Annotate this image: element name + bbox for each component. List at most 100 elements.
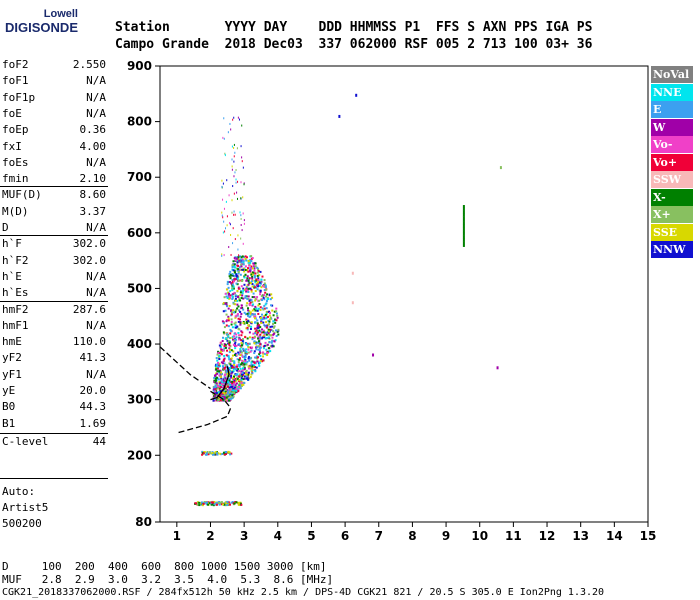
data-point bbox=[217, 384, 220, 387]
data-point bbox=[272, 345, 275, 348]
data-point bbox=[215, 382, 218, 385]
data-point bbox=[202, 502, 205, 505]
data-point bbox=[231, 283, 234, 286]
data-point bbox=[228, 297, 231, 300]
data-point bbox=[234, 259, 237, 262]
param-value: N/A bbox=[86, 286, 106, 300]
data-point bbox=[265, 333, 268, 336]
data-point bbox=[218, 362, 221, 365]
data-point bbox=[253, 317, 256, 320]
data-point bbox=[239, 315, 242, 318]
data-point bbox=[246, 377, 249, 380]
data-point bbox=[230, 349, 233, 352]
param-row-yf1: yF1 N/A bbox=[2, 368, 106, 384]
data-point bbox=[240, 353, 243, 356]
data-point bbox=[233, 379, 236, 382]
data-point bbox=[266, 351, 269, 354]
y-tick-label: 200 bbox=[127, 448, 152, 462]
data-point bbox=[222, 391, 225, 394]
data-point bbox=[258, 361, 261, 364]
data-point bbox=[238, 266, 241, 269]
data-point bbox=[220, 361, 223, 364]
data-point bbox=[239, 290, 242, 293]
data-point bbox=[239, 211, 241, 214]
data-point bbox=[263, 282, 266, 285]
legend-item-nne: NNE bbox=[651, 83, 693, 101]
data-point bbox=[215, 383, 218, 386]
data-point bbox=[242, 348, 245, 351]
data-point bbox=[228, 383, 231, 386]
data-point bbox=[256, 284, 259, 287]
data-point bbox=[240, 259, 243, 262]
data-point bbox=[222, 349, 225, 352]
data-point bbox=[231, 364, 234, 367]
data-point bbox=[254, 297, 257, 300]
data-point bbox=[233, 192, 235, 195]
data-point bbox=[247, 309, 250, 312]
data-point bbox=[254, 370, 257, 373]
data-point bbox=[230, 386, 233, 389]
data-point bbox=[247, 307, 250, 310]
data-point bbox=[259, 333, 262, 336]
data-point bbox=[225, 502, 228, 505]
data-point bbox=[240, 362, 243, 365]
data-point bbox=[232, 338, 235, 341]
data-point bbox=[233, 311, 236, 314]
data-point bbox=[249, 357, 252, 360]
data-point bbox=[267, 323, 270, 326]
data-point bbox=[277, 328, 280, 331]
param-row-mufd: MUF(D) 8.60 bbox=[2, 188, 106, 204]
data-point bbox=[275, 310, 278, 313]
data-point bbox=[254, 332, 257, 335]
param-name: foF1p bbox=[2, 90, 36, 104]
data-point bbox=[244, 257, 247, 260]
data-point bbox=[249, 301, 252, 304]
data-point bbox=[230, 372, 233, 375]
data-point bbox=[245, 279, 248, 282]
data-point bbox=[267, 332, 270, 335]
data-point bbox=[271, 344, 274, 347]
data-point bbox=[259, 306, 262, 309]
data-point bbox=[230, 309, 233, 312]
data-point bbox=[231, 385, 234, 388]
data-point bbox=[222, 384, 225, 387]
data-point bbox=[226, 372, 229, 375]
data-point bbox=[245, 259, 248, 262]
data-point bbox=[221, 254, 223, 257]
data-point bbox=[219, 394, 222, 397]
data-point bbox=[212, 501, 215, 504]
param-name: h`F bbox=[2, 237, 22, 251]
data-point bbox=[265, 288, 268, 291]
data-point bbox=[256, 271, 259, 274]
data-point bbox=[214, 390, 217, 393]
data-point bbox=[243, 322, 246, 325]
data-point bbox=[250, 255, 253, 258]
data-point bbox=[232, 387, 235, 390]
data-point bbox=[250, 363, 253, 366]
data-point bbox=[233, 360, 236, 363]
profile-dashed-upper bbox=[159, 346, 211, 390]
data-point bbox=[262, 334, 265, 337]
data-point bbox=[462, 243, 465, 247]
param-row-hes: h`Es N/A bbox=[2, 286, 106, 302]
data-point bbox=[224, 386, 227, 389]
data-point bbox=[249, 350, 252, 353]
param-name: D bbox=[2, 221, 9, 234]
data-point bbox=[233, 339, 236, 342]
data-point bbox=[230, 253, 232, 256]
data-point bbox=[258, 351, 261, 354]
data-point bbox=[247, 314, 250, 317]
data-point bbox=[234, 213, 236, 216]
data-point bbox=[235, 379, 238, 382]
data-point bbox=[246, 360, 249, 363]
data-point bbox=[249, 287, 252, 290]
data-point bbox=[269, 325, 272, 328]
data-point bbox=[256, 331, 259, 334]
data-point bbox=[233, 160, 235, 163]
data-point bbox=[214, 453, 217, 456]
data-point bbox=[240, 217, 242, 220]
data-point bbox=[226, 384, 229, 387]
data-point bbox=[245, 342, 248, 345]
data-point bbox=[214, 381, 217, 384]
x-tick-label: 2 bbox=[206, 529, 214, 543]
